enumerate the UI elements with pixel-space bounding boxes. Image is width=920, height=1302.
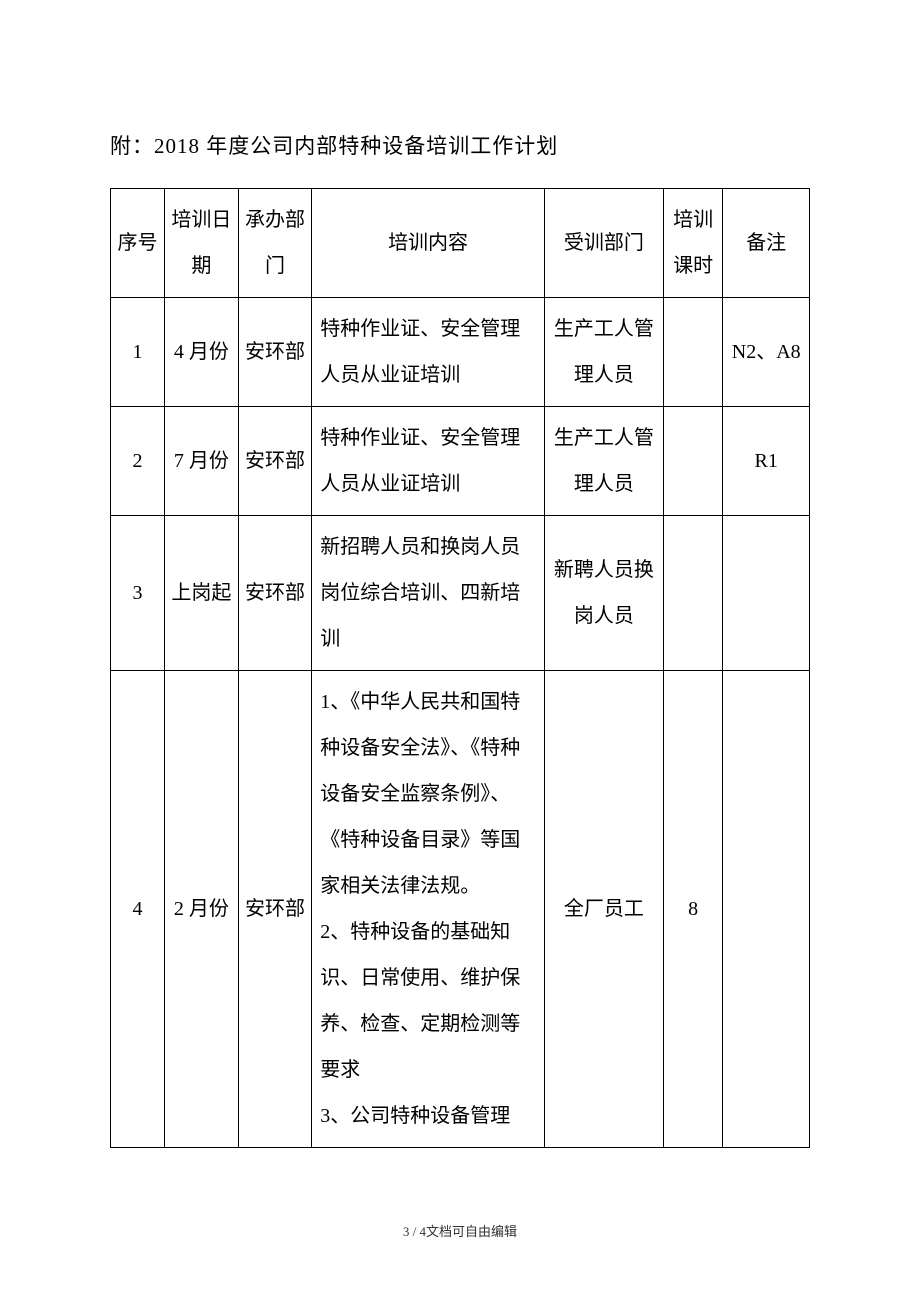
cell-content: 新招聘人员和换岗人员岗位综合培训、四新培训: [312, 516, 545, 671]
header-remark: 备注: [723, 189, 810, 298]
header-trainee: 受训部门: [544, 189, 663, 298]
cell-remark: [723, 671, 810, 1148]
cell-hours: 8: [663, 671, 723, 1148]
cell-date: 7 月份: [165, 407, 239, 516]
training-plan-table: 序号 培训日期 承办部门 培训内容 受训部门 培训课时 备注 1 4 月份 安环…: [110, 188, 810, 1148]
header-dept: 承办部门: [238, 189, 312, 298]
cell-content: 特种作业证、安全管理人员从业证培训: [312, 298, 545, 407]
cell-remark: N2、A8: [723, 298, 810, 407]
cell-seq: 3: [111, 516, 165, 671]
table-header-row: 序号 培训日期 承办部门 培训内容 受训部门 培训课时 备注: [111, 189, 810, 298]
cell-hours: [663, 407, 723, 516]
page-content: 附：2018 年度公司内部特种设备培训工作计划 序号 培训日期 承办部门 培训内…: [0, 0, 920, 1148]
cell-dept: 安环部: [238, 298, 312, 407]
header-content: 培训内容: [312, 189, 545, 298]
table-row: 4 2 月份 安环部 1、《中华人民共和国特种设备安全法》、《特种设备安全监察条…: [111, 671, 810, 1148]
table-row: 3 上岗起 安环部 新招聘人员和换岗人员岗位综合培训、四新培训 新聘人员换岗人员: [111, 516, 810, 671]
cell-seq: 1: [111, 298, 165, 407]
cell-hours: [663, 298, 723, 407]
cell-seq: 4: [111, 671, 165, 1148]
table-row: 1 4 月份 安环部 特种作业证、安全管理人员从业证培训 生产工人管理人员 N2…: [111, 298, 810, 407]
cell-seq: 2: [111, 407, 165, 516]
cell-date: 4 月份: [165, 298, 239, 407]
header-seq: 序号: [111, 189, 165, 298]
table-row: 2 7 月份 安环部 特种作业证、安全管理人员从业证培训 生产工人管理人员 R1: [111, 407, 810, 516]
document-title: 附：2018 年度公司内部特种设备培训工作计划: [110, 130, 810, 160]
cell-trainee: 全厂员工: [544, 671, 663, 1148]
cell-dept: 安环部: [238, 516, 312, 671]
cell-date: 上岗起: [165, 516, 239, 671]
cell-content: 1、《中华人民共和国特种设备安全法》、《特种设备安全监察条例》、《特种设备目录》…: [312, 671, 545, 1148]
page-footer: 3 / 4文档可自由编辑: [0, 1221, 920, 1240]
cell-content: 特种作业证、安全管理人员从业证培训: [312, 407, 545, 516]
footer-note: 文档可自由编辑: [426, 1224, 517, 1239]
cell-dept: 安环部: [238, 407, 312, 516]
cell-trainee: 生产工人管理人员: [544, 298, 663, 407]
cell-dept: 安环部: [238, 671, 312, 1148]
cell-date: 2 月份: [165, 671, 239, 1148]
cell-trainee: 新聘人员换岗人员: [544, 516, 663, 671]
cell-remark: [723, 516, 810, 671]
cell-trainee: 生产工人管理人员: [544, 407, 663, 516]
cell-hours: [663, 516, 723, 671]
header-date: 培训日期: [165, 189, 239, 298]
page-number: 3 / 4: [403, 1224, 426, 1239]
table-body: 1 4 月份 安环部 特种作业证、安全管理人员从业证培训 生产工人管理人员 N2…: [111, 298, 810, 1148]
cell-remark: R1: [723, 407, 810, 516]
header-hours: 培训课时: [663, 189, 723, 298]
